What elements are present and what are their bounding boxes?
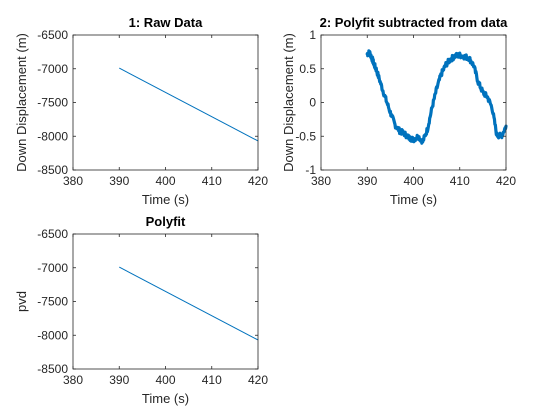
y-axis-label: Down Displacement (m) (281, 33, 296, 172)
x-tick-label: 420 (248, 373, 268, 387)
chart-title: Polyfit (146, 214, 186, 229)
y-tick-label: 1 (309, 28, 316, 42)
x-tick-label: 380 (63, 373, 83, 387)
y-tick-label: -6500 (37, 227, 68, 241)
y-tick-label: -1 (305, 163, 316, 177)
y-axis-label: Down Displacement (m) (14, 33, 29, 172)
y-tick-label: -8000 (37, 328, 68, 342)
chart-title: 1: Raw Data (129, 15, 203, 30)
x-tick-label: 420 (248, 174, 268, 188)
x-tick-label: 400 (155, 174, 175, 188)
series-line (119, 266, 259, 341)
x-tick-label: 390 (357, 174, 377, 188)
x-tick-label: 410 (450, 174, 470, 188)
x-tick-label: 420 (496, 174, 516, 188)
y-axis-label: pvd (14, 291, 29, 312)
series-line (365, 49, 508, 145)
x-axis-label: Time (s) (142, 391, 189, 406)
y-tick-label: -0.5 (295, 129, 316, 143)
series-line (119, 67, 259, 142)
y-tick-label: -8500 (37, 362, 68, 376)
x-axis-label: Time (s) (142, 192, 189, 207)
x-tick-label: 410 (202, 373, 222, 387)
y-tick-label: -8000 (37, 129, 68, 143)
x-tick-label: 380 (63, 174, 83, 188)
y-tick-label: 0.5 (299, 62, 316, 76)
subplot-1: 380 390 400 410 420 -6500 -7000 -7500 -8000 -8500… (14, 15, 268, 207)
subplot-3: 380 390 400 410 420 -6500 -7000 -7500 -8000 -8500… (14, 214, 268, 406)
x-axis-label: Time (s) (390, 192, 437, 207)
plot-area (73, 234, 258, 369)
plot-area (321, 35, 506, 170)
x-tick-label: 380 (311, 174, 331, 188)
y-tick-label: -7500 (37, 96, 68, 110)
x-tick-label: 390 (109, 174, 129, 188)
x-tick-label: 410 (202, 174, 222, 188)
x-tick-label: 390 (109, 373, 129, 387)
y-tick-label: -7000 (37, 62, 68, 76)
plot-area (73, 35, 258, 170)
y-tick-label: 0 (309, 96, 316, 110)
chart-title: 2: Polyfit subtracted from data (320, 15, 509, 30)
y-tick-label: -7000 (37, 261, 68, 275)
x-tick-label: 400 (155, 373, 175, 387)
y-tick-label: -8500 (37, 163, 68, 177)
y-tick-label: -7500 (37, 295, 68, 309)
y-tick-label: -6500 (37, 28, 68, 42)
subplot-2: 380 390 400 410 420 1 0.5 0 -0.5 -1 2: Polyfit sub… (281, 15, 516, 207)
x-tick-label: 400 (403, 174, 423, 188)
